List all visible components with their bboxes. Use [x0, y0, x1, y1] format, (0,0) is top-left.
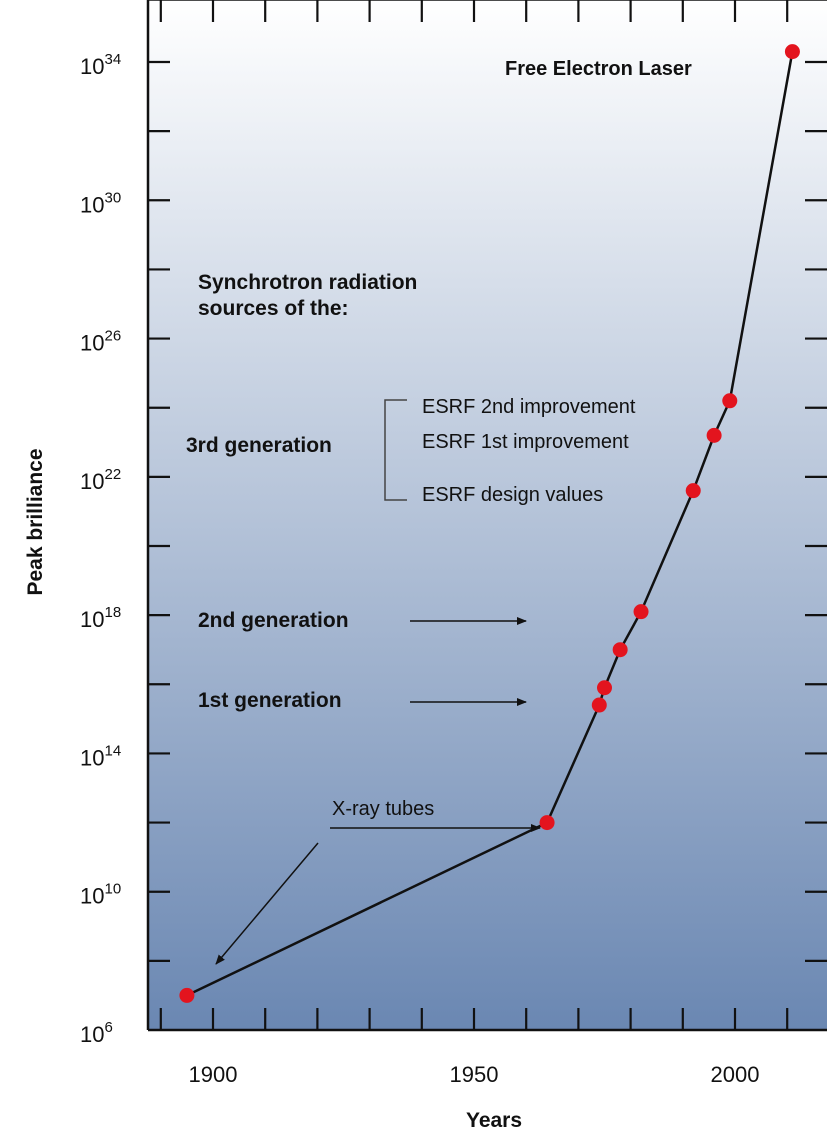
- x-axis-title: Years: [466, 1109, 522, 1132]
- esrf-1st-label: ESRF 1st improvement: [422, 431, 629, 453]
- x-tick-label: 2000: [711, 1062, 760, 1087]
- xray-arrow-left: [215, 842, 319, 965]
- y-tick-label: 1022: [80, 466, 121, 494]
- y-axis-ticks: [148, 60, 827, 962]
- y-tick-label: 1018: [80, 604, 121, 632]
- y-tick-label: 106: [80, 1019, 113, 1047]
- data-point: [597, 680, 612, 696]
- second-gen-label: 2nd generation: [198, 609, 349, 632]
- y-tick-label: 1014: [80, 742, 121, 770]
- data-point: [706, 427, 722, 443]
- synchrotron-label-line1: Synchrotron radiation: [198, 271, 417, 294]
- data-point: [539, 815, 555, 831]
- y-axis-tick-labels: 106 1010 1014 1018 1022 1026 1030 1034: [80, 51, 121, 1047]
- x-tick-label: 1900: [189, 1062, 238, 1087]
- y-tick-label: 1010: [80, 881, 121, 909]
- y-tick-label: 1030: [80, 189, 121, 217]
- data-point: [685, 483, 701, 499]
- x-tick-label: 1950: [450, 1062, 499, 1087]
- first-gen-label: 1st generation: [198, 689, 342, 712]
- esrf-2nd-label: ESRF 2nd improvement: [422, 396, 636, 418]
- xray-tubes-label: X-ray tubes: [332, 798, 434, 820]
- y-axis-title: Peak brilliance: [24, 448, 47, 595]
- brilliance-points: [179, 44, 800, 1003]
- data-point: [612, 642, 628, 658]
- third-gen-bracket: [384, 399, 407, 501]
- x-axis-tick-labels: 1900 1950 2000: [189, 1062, 760, 1087]
- x-axis-ticks: [159, 0, 789, 1030]
- synchrotron-label-line2: sources of the:: [198, 297, 349, 320]
- fel-label: Free Electron Laser: [505, 58, 692, 80]
- data-point: [722, 393, 738, 409]
- y-tick-label: 1026: [80, 328, 121, 356]
- y-tick-label: 1034: [80, 51, 121, 79]
- plot-area: [148, 0, 827, 1030]
- data-point: [633, 604, 649, 620]
- data-point: [179, 987, 195, 1003]
- third-gen-label: 3rd generation: [186, 434, 332, 457]
- data-point: [784, 44, 800, 60]
- brilliance-line: [186, 51, 794, 997]
- esrf-design-label: ESRF design values: [422, 484, 603, 506]
- data-point: [591, 697, 607, 713]
